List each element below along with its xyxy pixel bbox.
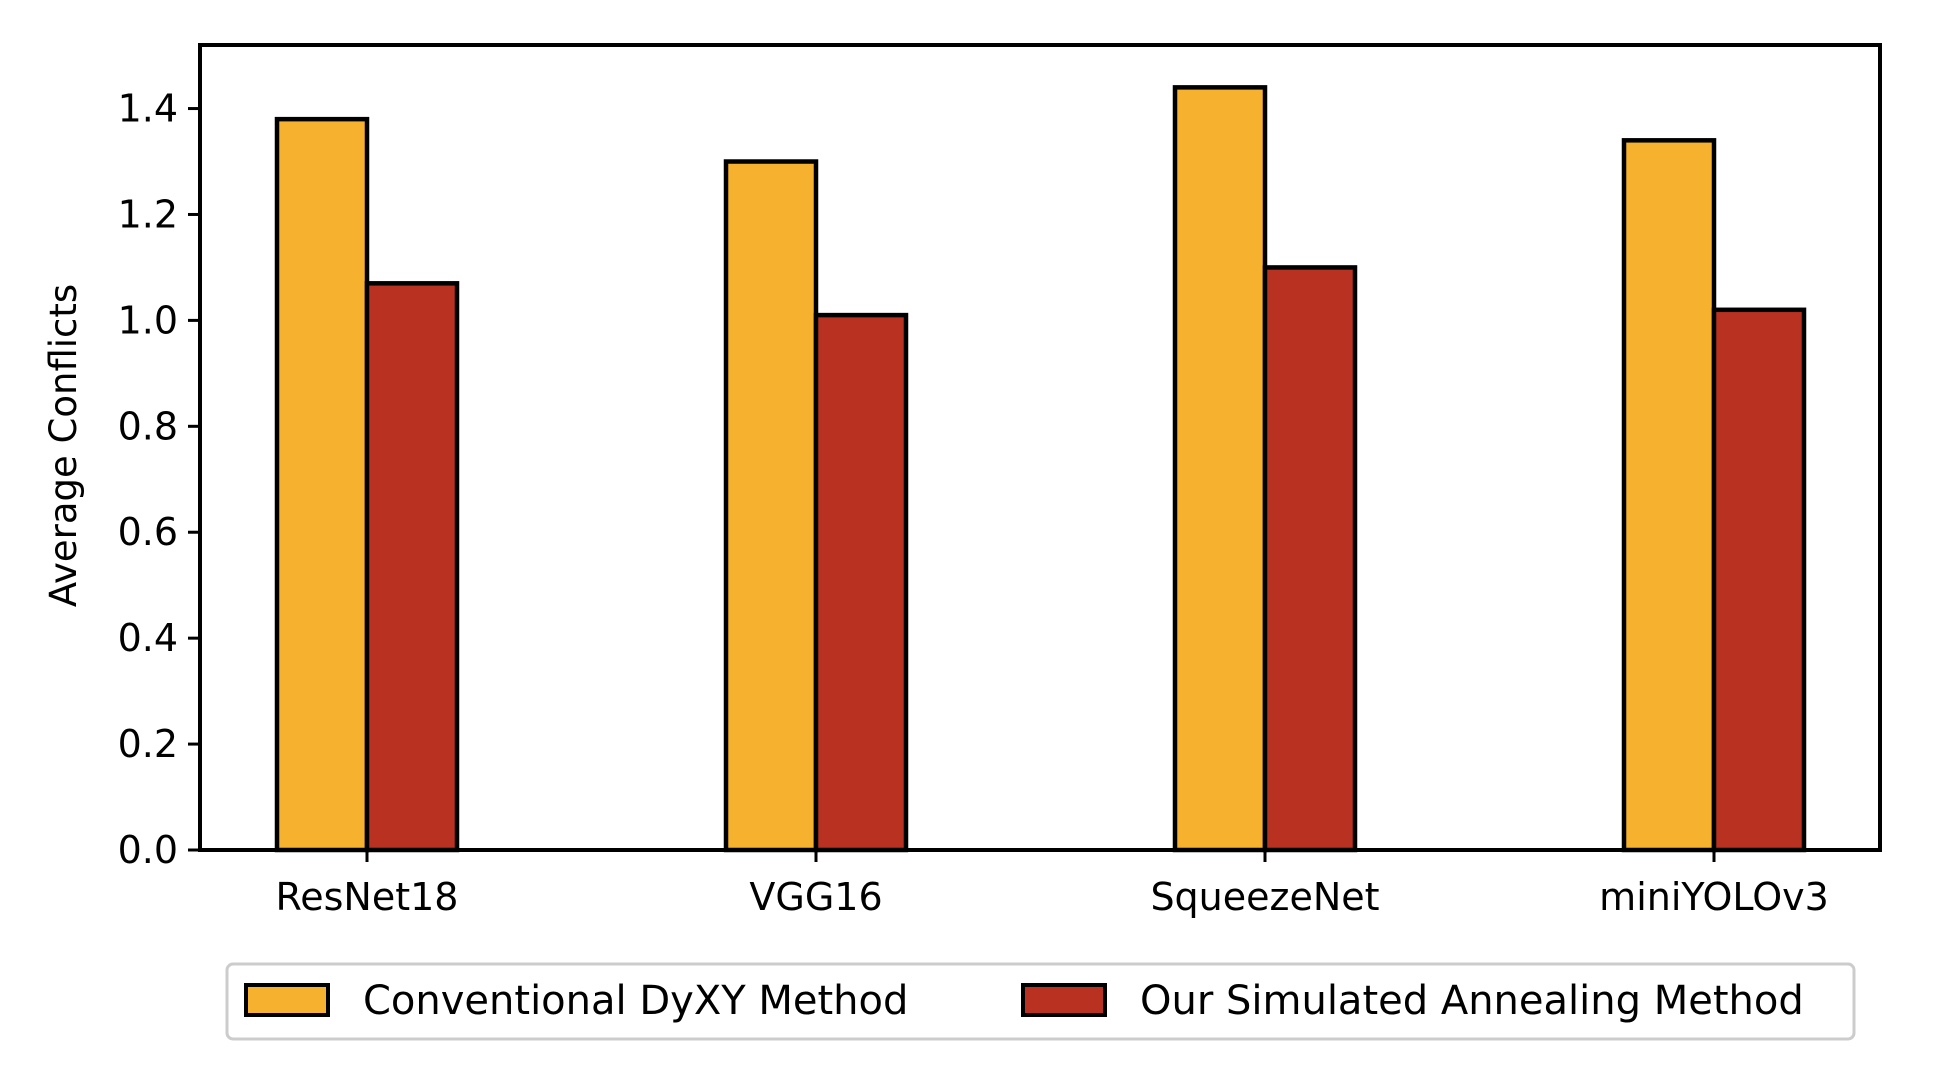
- y-tick-label: 0.6: [118, 510, 178, 554]
- bar-vgg16-conventional: [723, 159, 819, 853]
- y-tick-label: 1.0: [118, 298, 178, 342]
- bar-miniyolov3-annealing: [1711, 307, 1807, 853]
- plot-frame: [198, 43, 1882, 852]
- legend-label-our-simulated-annealing-method: Our Simulated Annealing Method: [1140, 978, 1804, 1024]
- x-tick-label-vgg16: VGG16: [749, 875, 882, 919]
- bar-squeezenet-conventional: [1172, 85, 1268, 853]
- axes-group: ResNet18 VGG16 SqueezeNet miniYOLOv3 0.0 0.2 0…: [118, 43, 1882, 919]
- bar-resnet18-conventional: [274, 116, 370, 853]
- y-tick-label: 0.4: [118, 616, 178, 660]
- legend-swatch-conventional-dyxy-method: [244, 983, 330, 1017]
- y-tick-label: 0.2: [118, 722, 178, 766]
- bar-resnet18-annealing: [364, 281, 460, 853]
- y-tick-label: 0.8: [118, 404, 178, 448]
- legend: Conventional DyXY Method Our Simulated An…: [225, 962, 1856, 1041]
- x-tick-label-squeezenet: SqueezeNet: [1150, 875, 1379, 919]
- legend-label-conventional-dyxy-method: Conventional DyXY Method: [363, 978, 908, 1024]
- bars-group: [274, 85, 1807, 853]
- y-tick-label: 1.2: [118, 192, 178, 236]
- x-tick-label-miniyolov3: miniYOLOv3: [1599, 875, 1829, 919]
- y-tick-label: 0.0: [118, 828, 178, 872]
- x-tick-label-resnet18: ResNet18: [276, 875, 459, 919]
- bar-miniyolov3-conventional: [1621, 138, 1717, 853]
- bar-squeezenet-annealing: [1262, 265, 1358, 853]
- y-axis-label: Average Conflicts: [42, 284, 85, 607]
- bar-vgg16-annealing: [813, 312, 909, 853]
- y-tick-label: 1.4: [118, 87, 178, 131]
- legend-swatch-our-simulated-annealing-method: [1021, 983, 1107, 1017]
